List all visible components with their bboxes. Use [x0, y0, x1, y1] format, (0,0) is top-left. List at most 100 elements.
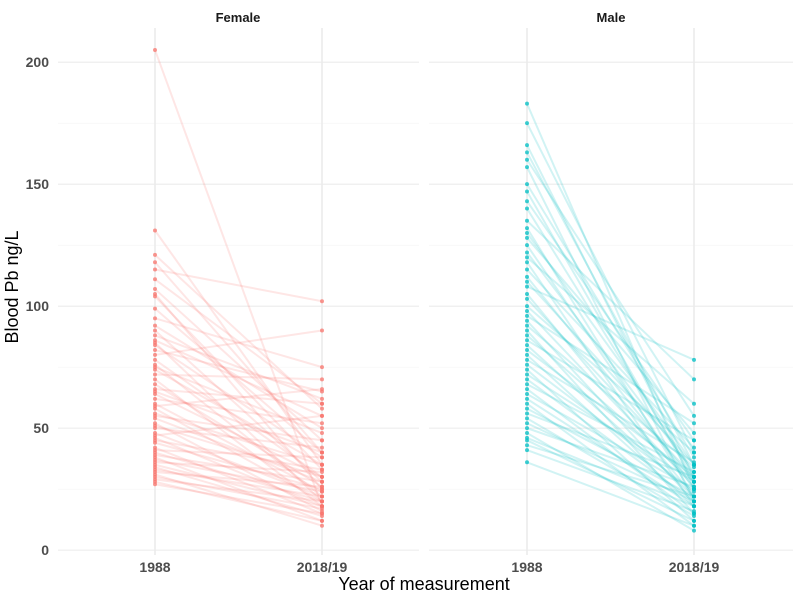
subject-line	[154, 378, 323, 507]
subject-line	[526, 298, 695, 478]
data-point	[320, 426, 324, 431]
subject-line	[526, 402, 695, 527]
data-point	[525, 267, 529, 272]
subject-line	[526, 183, 695, 458]
data-point	[525, 230, 529, 235]
subject-line	[154, 427, 323, 449]
data-point	[320, 506, 324, 511]
data-point	[153, 252, 157, 257]
data-point	[692, 523, 696, 528]
data-point	[525, 338, 529, 343]
subject-line	[154, 424, 323, 478]
subject-line	[526, 190, 695, 483]
data-point	[320, 523, 324, 528]
data-point	[320, 377, 324, 382]
subject-line	[154, 451, 323, 503]
data-point	[320, 455, 324, 460]
data-point	[525, 121, 529, 126]
subject-line	[526, 293, 695, 498]
data-point	[692, 401, 696, 406]
data-point	[320, 445, 324, 450]
data-point	[320, 387, 324, 392]
subject-line	[526, 151, 695, 466]
subject-line	[154, 388, 323, 405]
subject-line	[526, 368, 695, 522]
data-point	[525, 367, 529, 372]
data-point	[153, 440, 157, 445]
subject-line	[154, 449, 323, 459]
subject-line	[526, 251, 695, 473]
data-point	[525, 406, 529, 411]
data-point	[525, 296, 529, 301]
subject-line	[526, 227, 695, 497]
subject-line	[526, 166, 695, 502]
data-point	[525, 372, 529, 377]
subject-line	[526, 358, 695, 464]
data-point	[525, 352, 529, 357]
data-point	[153, 277, 157, 282]
data-point	[153, 260, 157, 265]
subject-line	[154, 412, 323, 466]
subject-line	[154, 329, 323, 356]
y-tick-label: 200	[26, 54, 50, 70]
data-point	[525, 377, 529, 382]
data-point	[525, 218, 529, 223]
data-point	[153, 382, 157, 387]
data-point	[525, 279, 529, 284]
subject-line	[154, 439, 323, 471]
panel-strip-label: Male	[597, 10, 626, 25]
data-point	[320, 299, 324, 304]
data-point	[692, 455, 696, 460]
subject-line	[526, 417, 695, 517]
subject-line	[526, 383, 695, 473]
subject-line	[526, 427, 695, 488]
subject-line	[154, 349, 323, 393]
subject-line	[154, 432, 323, 498]
data-point	[525, 309, 529, 314]
subject-line	[154, 383, 323, 488]
x-tick-label: 2018/19	[297, 559, 348, 575]
subject-line	[154, 393, 323, 478]
data-point	[525, 150, 529, 155]
subject-line	[526, 285, 695, 361]
data-point	[153, 396, 157, 401]
subject-line	[154, 344, 323, 459]
data-point	[153, 267, 157, 272]
y-tick-label: 50	[33, 420, 49, 436]
subject-line	[154, 441, 323, 491]
data-point	[525, 243, 529, 248]
data-point	[525, 165, 529, 170]
subject-line	[154, 468, 323, 498]
data-point	[320, 396, 324, 401]
data-point	[525, 401, 529, 406]
data-point	[153, 357, 157, 362]
subject-line	[154, 388, 323, 408]
data-point	[692, 413, 696, 418]
subject-line	[154, 473, 323, 527]
data-point	[320, 518, 324, 523]
data-point	[525, 421, 529, 426]
data-point	[525, 182, 529, 187]
data-point	[153, 316, 157, 321]
subject-line	[154, 329, 323, 483]
subject-line	[154, 446, 323, 515]
subject-line	[154, 414, 323, 437]
subject-line	[154, 397, 323, 425]
subject-line	[154, 254, 323, 410]
data-point	[153, 352, 157, 357]
data-point	[525, 382, 529, 387]
data-point	[320, 406, 324, 411]
y-tick-label: 150	[26, 176, 50, 192]
data-point	[525, 101, 529, 106]
data-point	[320, 365, 324, 370]
data-point	[692, 465, 696, 470]
subject-line	[526, 412, 695, 478]
data-point	[525, 284, 529, 289]
data-point	[692, 528, 696, 533]
subject-line	[526, 261, 695, 507]
subject-line	[526, 439, 695, 522]
subject-line	[526, 339, 695, 442]
data-point	[153, 348, 157, 353]
subject-line	[526, 422, 695, 503]
data-point	[525, 206, 529, 211]
